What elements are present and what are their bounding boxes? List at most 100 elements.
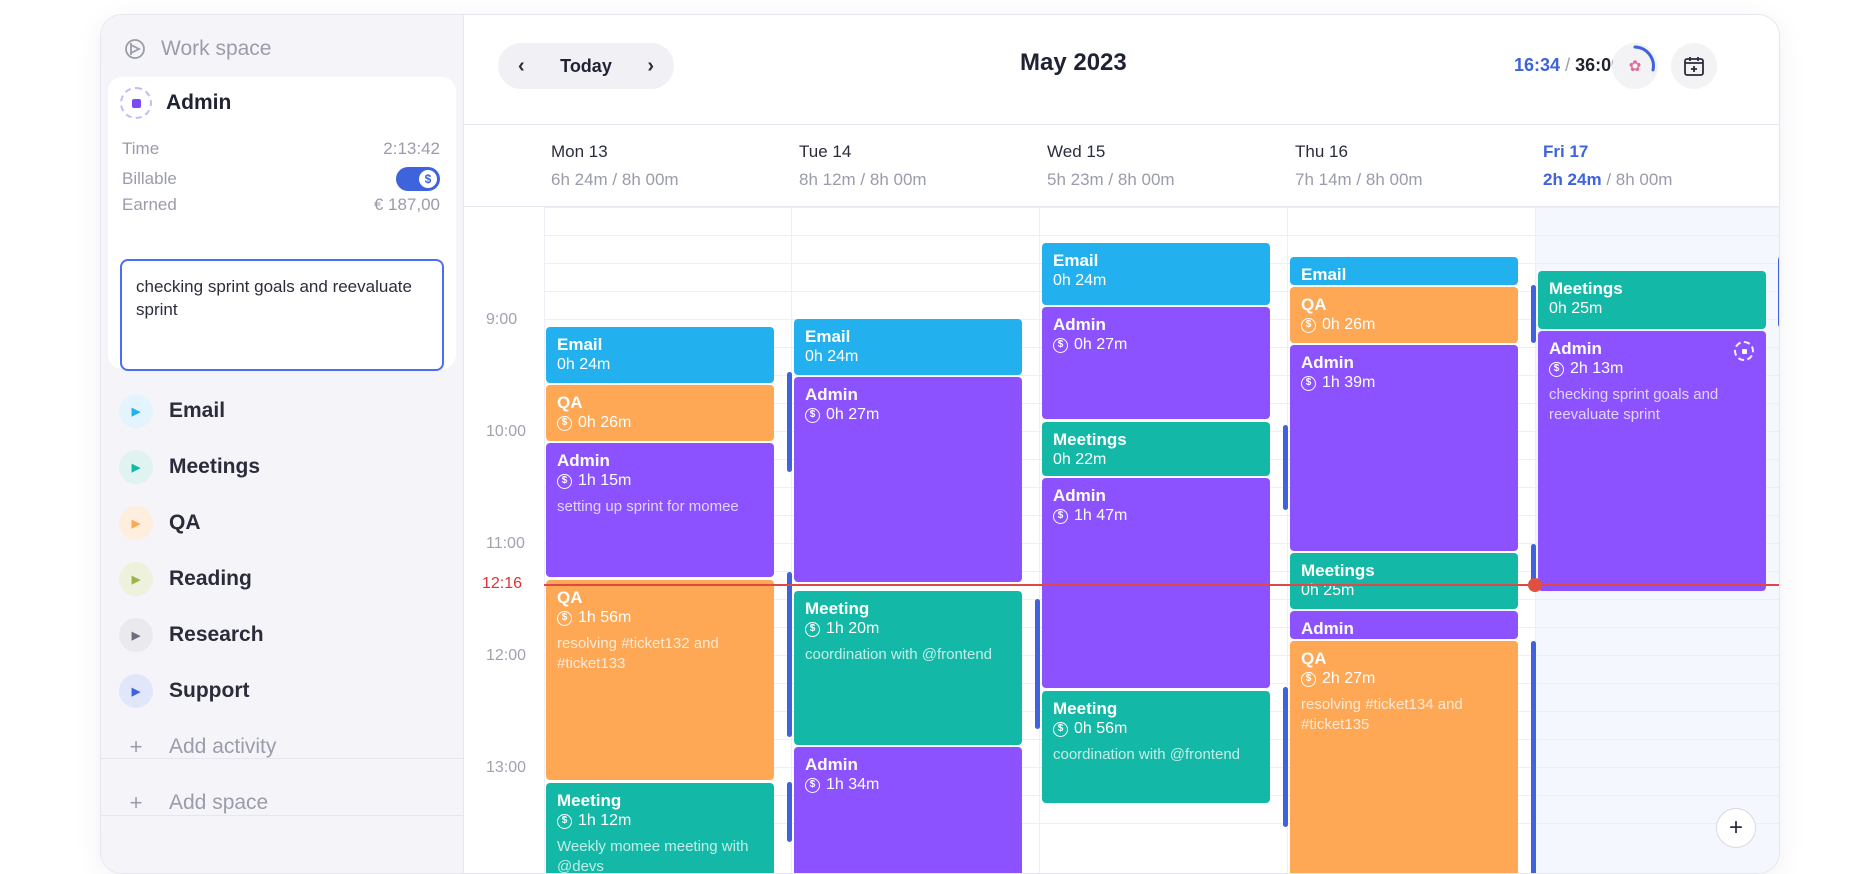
play-icon[interactable]: ▶ bbox=[119, 674, 153, 708]
grid-vline bbox=[1535, 207, 1536, 873]
event-admin[interactable]: Admin bbox=[1290, 611, 1518, 639]
activity-qa[interactable]: ▶ QA bbox=[119, 505, 201, 541]
event-title: Meeting bbox=[1053, 699, 1118, 718]
event-duration: 1h 15m bbox=[578, 472, 632, 489]
event-duration: 0h 27m bbox=[1074, 336, 1128, 353]
day-target: 8h 00m bbox=[1365, 170, 1423, 189]
activity-label: Support bbox=[169, 679, 250, 702]
day-header-thu: Thu 16 7h 14m / 8h 00m bbox=[1295, 142, 1423, 190]
play-icon[interactable]: ▶ bbox=[119, 618, 153, 652]
overlap-indicator[interactable] bbox=[1778, 257, 1779, 327]
overlap-indicator[interactable] bbox=[1531, 285, 1536, 343]
event-meeting[interactable]: Meeting $1h 20m coordination with @front… bbox=[794, 591, 1022, 745]
event-duration: 0h 56m bbox=[1074, 720, 1128, 737]
time-row: Time 2:13:42 bbox=[122, 139, 440, 159]
billable-toggle[interactable]: $ bbox=[396, 167, 440, 191]
event-meeting[interactable]: Meeting $0h 56m coordination with @front… bbox=[1042, 691, 1270, 803]
day-target: 8h 00m bbox=[1615, 170, 1673, 189]
stop-timer-icon[interactable] bbox=[120, 87, 152, 119]
add-entry-button[interactable]: + bbox=[1716, 808, 1756, 848]
day-target: 8h 00m bbox=[1117, 170, 1175, 189]
event-qa[interactable]: QA $0h 26m bbox=[1290, 287, 1518, 343]
activity-support[interactable]: ▶ Support bbox=[119, 673, 249, 709]
event-duration: 0h 26m bbox=[1322, 316, 1376, 333]
event-duration: 1h 56m bbox=[578, 609, 632, 626]
event-email[interactable]: Email bbox=[1290, 257, 1518, 285]
overlap-indicator[interactable] bbox=[1531, 641, 1536, 873]
workspace-header[interactable]: Work space bbox=[123, 31, 272, 67]
day-sep: / bbox=[1601, 170, 1616, 189]
event-qa[interactable]: QA $1h 56m resolving #ticket132 and #tic… bbox=[546, 580, 774, 780]
grid-vline bbox=[1287, 207, 1288, 873]
event-duration: 0h 24m bbox=[805, 348, 859, 365]
event-qa[interactable]: QA $2h 27m resolving #ticket134 and #tic… bbox=[1290, 641, 1518, 873]
event-email[interactable]: Email 0h 24m bbox=[546, 327, 774, 383]
activity-reading[interactable]: ▶ Reading bbox=[119, 561, 252, 597]
grid-hline bbox=[544, 207, 1779, 208]
grid-hline bbox=[544, 235, 1779, 236]
billable-icon: $ bbox=[805, 621, 820, 637]
activity-research[interactable]: ▶ Research bbox=[119, 617, 264, 653]
event-title: Admin bbox=[1301, 619, 1354, 638]
event-email[interactable]: Email 0h 24m bbox=[1042, 243, 1270, 305]
grid-vline bbox=[544, 207, 545, 873]
event-admin[interactable]: Admin $1h 39m bbox=[1290, 345, 1518, 551]
active-activity-card: Admin Time 2:13:42 Billable $ Earned € 1… bbox=[108, 77, 456, 371]
event-admin[interactable]: Admin $0h 27m bbox=[794, 377, 1022, 582]
chevron-left-icon[interactable]: ‹ bbox=[518, 54, 525, 77]
play-icon[interactable]: ▶ bbox=[119, 394, 153, 428]
event-title: QA bbox=[1301, 649, 1327, 668]
day-tracked: 5h 23m bbox=[1047, 170, 1104, 189]
add-activity-button[interactable]: + Add activity bbox=[119, 729, 277, 765]
event-duration: 1h 20m bbox=[826, 620, 880, 637]
event-email[interactable]: Email 0h 24m bbox=[794, 319, 1022, 375]
plus-circle-icon: + bbox=[1728, 814, 1743, 841]
event-title: Meetings bbox=[1301, 561, 1375, 580]
event-admin[interactable]: Admin $0h 27m bbox=[1042, 307, 1270, 419]
time-label-11: 11:00 bbox=[486, 535, 525, 552]
event-meeting[interactable]: Meeting $1h 12m Weekly momee meeting wit… bbox=[546, 783, 774, 873]
today-button[interactable]: Today bbox=[560, 55, 612, 76]
play-icon[interactable]: ▶ bbox=[119, 506, 153, 540]
event-duration: 2h 13m bbox=[1570, 360, 1624, 377]
event-admin-running[interactable]: Admin $2h 13m checking sprint goals and … bbox=[1538, 331, 1766, 591]
event-admin[interactable]: Admin $1h 47m bbox=[1042, 478, 1270, 688]
event-qa[interactable]: QA $0h 26m bbox=[546, 385, 774, 441]
event-title: Admin bbox=[1053, 315, 1106, 334]
overlap-indicator[interactable] bbox=[787, 572, 792, 737]
day-sep: / bbox=[1103, 170, 1118, 189]
activity-meetings[interactable]: ▶ Meetings bbox=[119, 449, 260, 485]
overlap-indicator[interactable] bbox=[1283, 687, 1288, 827]
chevron-right-icon[interactable]: › bbox=[647, 54, 654, 77]
event-duration: 0h 26m bbox=[578, 414, 632, 431]
add-space-label: Add space bbox=[169, 791, 269, 814]
divider bbox=[101, 815, 464, 816]
event-admin[interactable]: Admin $1h 15m setting up sprint for mome… bbox=[546, 443, 774, 577]
note-textarea[interactable]: checking sprint goals and reevaluate spr… bbox=[120, 259, 444, 371]
event-meetings[interactable]: Meetings 0h 22m bbox=[1042, 422, 1270, 476]
overlap-indicator[interactable] bbox=[787, 372, 792, 472]
event-meetings[interactable]: Meetings 0h 25m bbox=[1290, 553, 1518, 609]
day-name: Wed 15 bbox=[1047, 142, 1106, 161]
event-title: Admin bbox=[1301, 353, 1354, 372]
billable-label: Billable bbox=[122, 169, 177, 188]
event-duration: 0h 27m bbox=[826, 406, 880, 423]
play-icon[interactable]: ▶ bbox=[119, 450, 153, 484]
overlap-indicator[interactable] bbox=[1283, 425, 1288, 510]
add-activity-label: Add activity bbox=[169, 735, 277, 758]
overlap-indicator[interactable] bbox=[787, 782, 792, 842]
event-meetings[interactable]: Meetings 0h 25m bbox=[1538, 271, 1766, 329]
add-calendar-button[interactable] bbox=[1671, 43, 1717, 89]
weekly-timer: 16:34 / 36:00 bbox=[1514, 55, 1621, 76]
event-admin[interactable]: Admin $1h 34m bbox=[794, 747, 1022, 873]
focus-progress-ring[interactable]: ✿ bbox=[1612, 43, 1658, 89]
overlap-indicator[interactable] bbox=[1531, 544, 1536, 584]
overlap-indicator[interactable] bbox=[1035, 599, 1040, 729]
event-duration: 0h 24m bbox=[1053, 272, 1107, 289]
running-timer-icon[interactable] bbox=[1734, 341, 1754, 361]
day-name: Thu 16 bbox=[1295, 142, 1348, 161]
add-space-button[interactable]: + Add space bbox=[119, 785, 269, 821]
activity-email[interactable]: ▶ Email bbox=[119, 393, 225, 429]
play-icon[interactable]: ▶ bbox=[119, 562, 153, 596]
divider bbox=[101, 758, 464, 759]
